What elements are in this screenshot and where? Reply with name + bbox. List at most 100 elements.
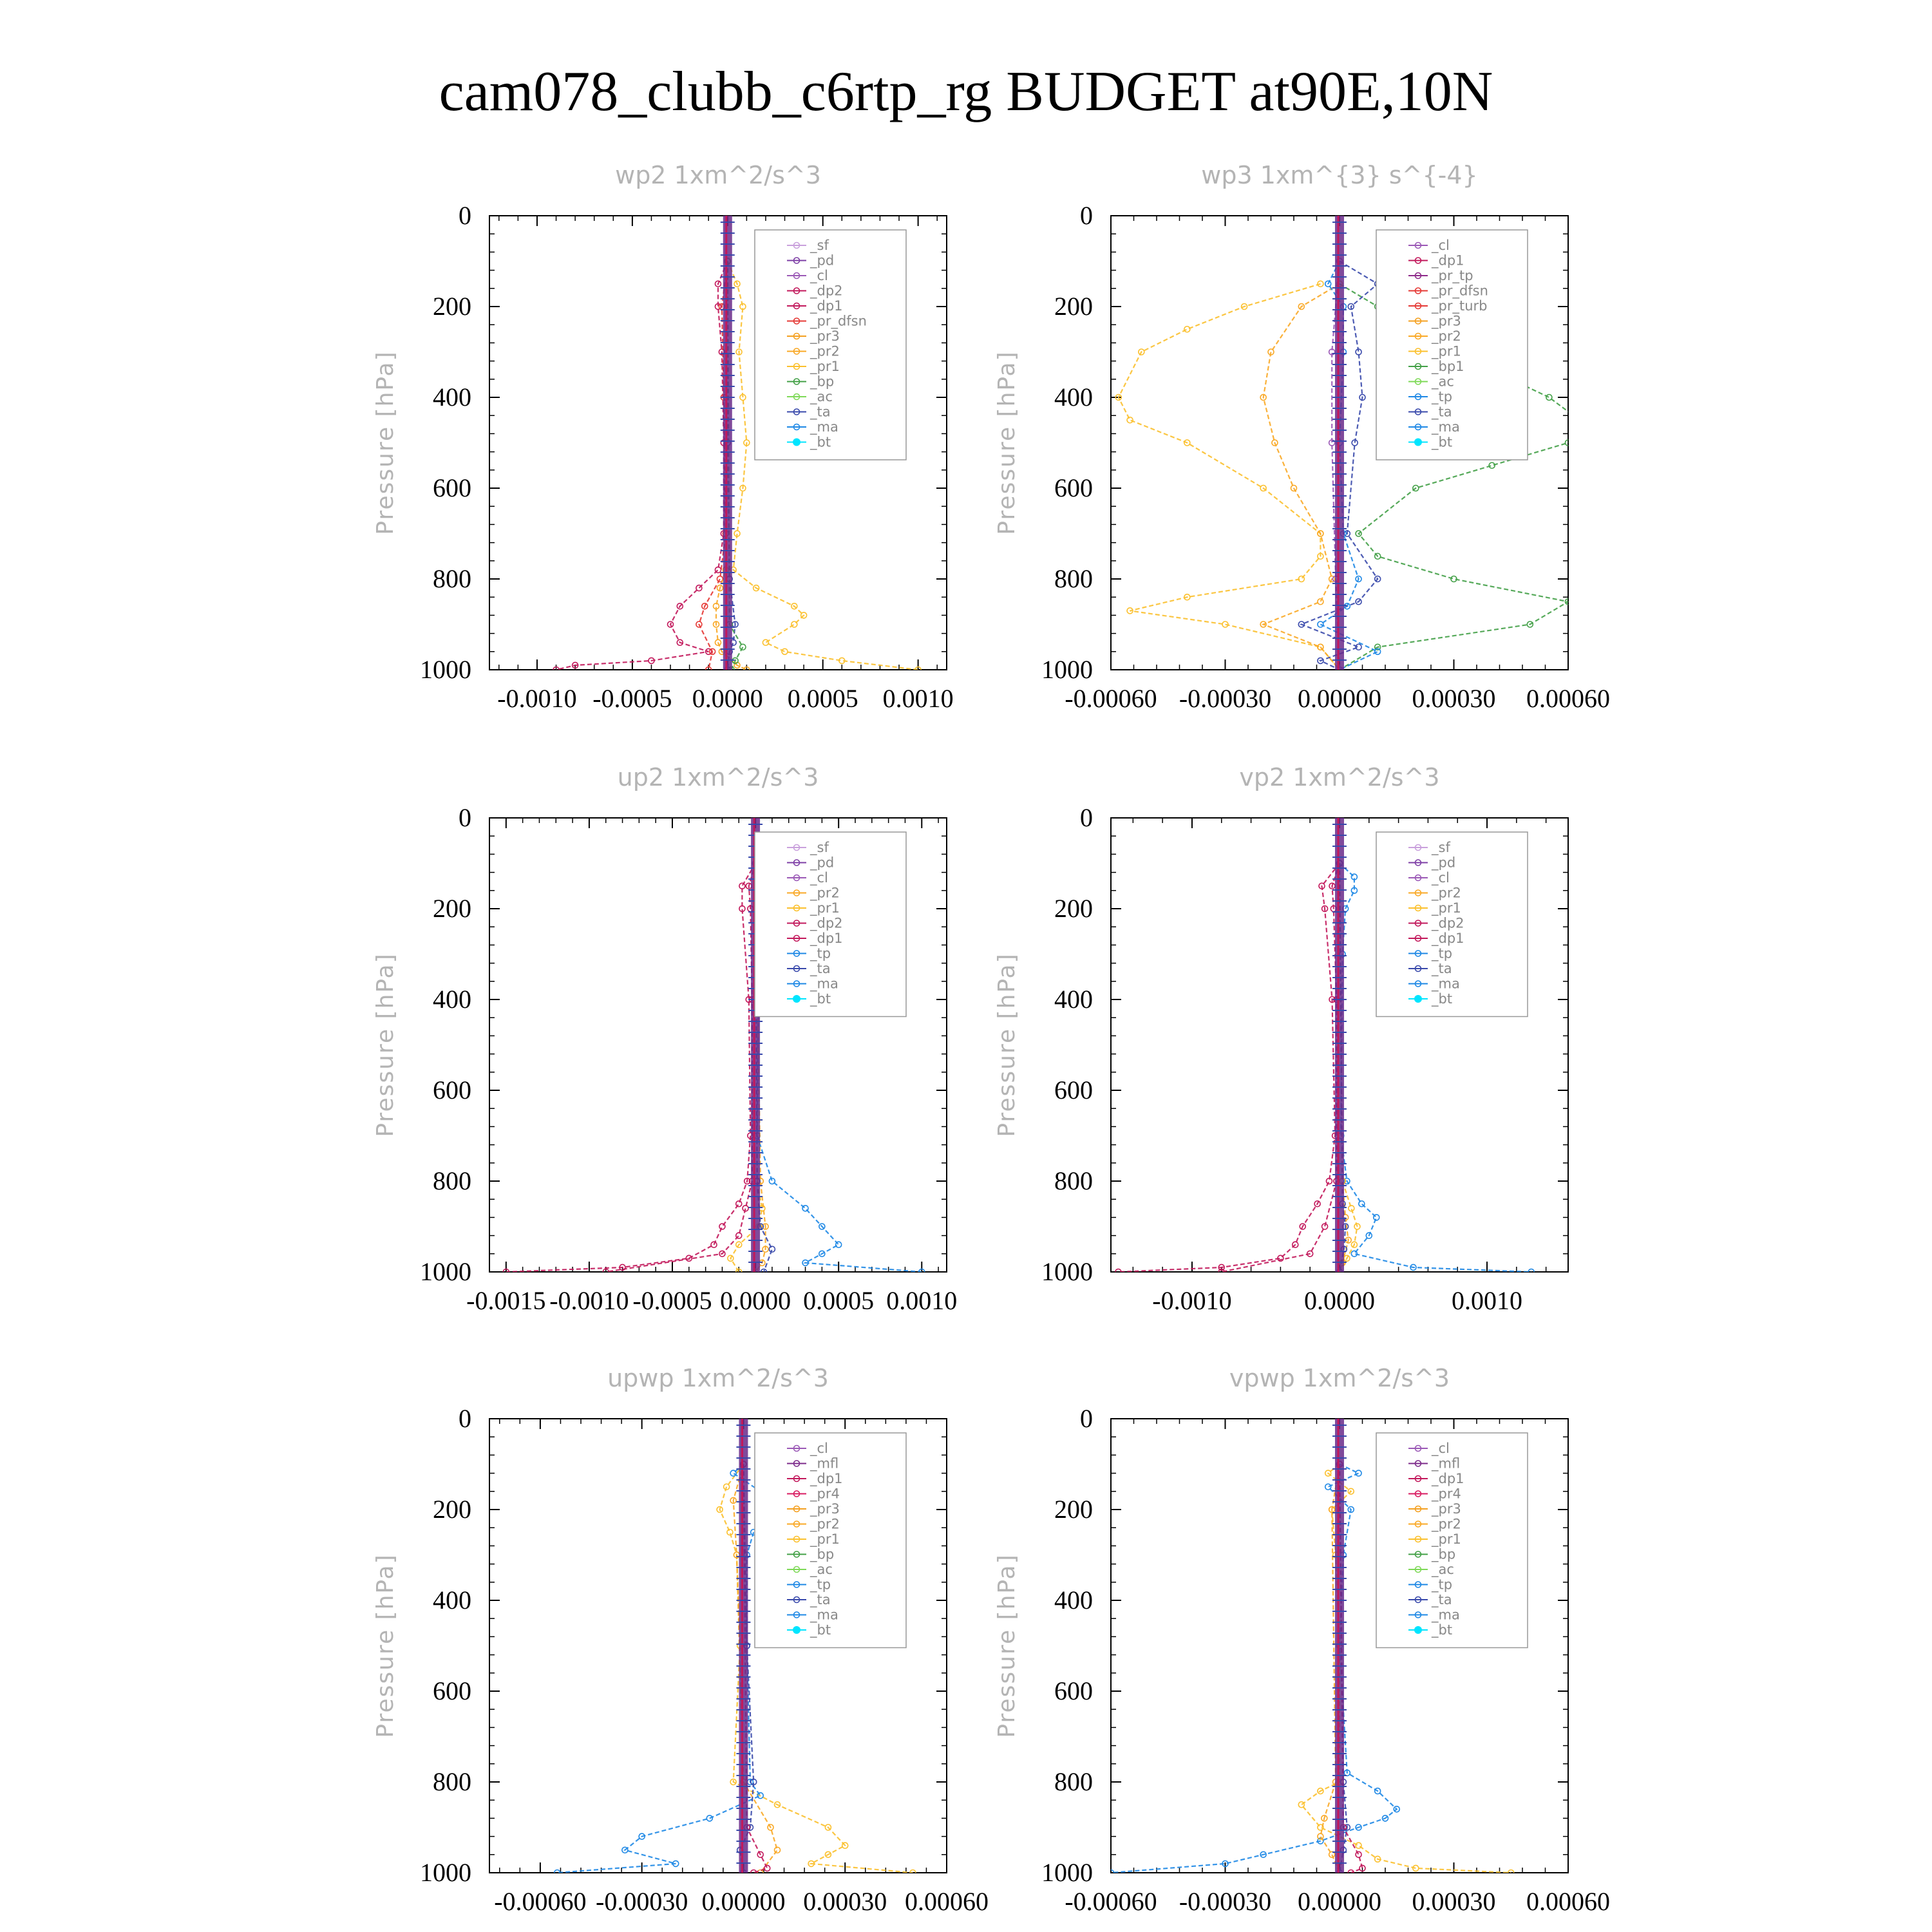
x-tick-label: -0.0010 xyxy=(1152,1286,1231,1315)
legend-label: _pr_turb xyxy=(1431,298,1487,314)
y-axis-label: Pressure [hPa] xyxy=(994,350,1020,535)
x-tick-label: 0.0010 xyxy=(1452,1286,1522,1315)
legend-marker xyxy=(793,874,800,882)
series-line-bp1 xyxy=(1339,283,1568,670)
data-point-dp2 xyxy=(676,639,684,647)
y-tick-label: 400 xyxy=(433,383,471,412)
x-tick-label: -0.0010 xyxy=(549,1286,629,1315)
y-tick-label: 0 xyxy=(459,803,471,832)
legend-marker xyxy=(1414,1535,1422,1543)
subplot-title: vpwp 1xm^2/s^3 xyxy=(1229,1364,1450,1392)
legend-label: _cl xyxy=(1431,870,1450,886)
data-point-cl xyxy=(1328,348,1336,355)
legend-label: _dp1 xyxy=(810,298,843,314)
legend-label: _dp1 xyxy=(1431,1471,1464,1487)
data-point-pr1 xyxy=(734,530,741,537)
series-line-pr2 xyxy=(1320,1464,1341,1873)
legend-marker xyxy=(1414,1475,1422,1482)
legend-label: _ac xyxy=(1431,374,1454,390)
data-point-dp2 xyxy=(571,661,579,669)
series-line-tp xyxy=(755,862,922,1272)
data-point-pr1 xyxy=(1354,1223,1361,1230)
data-point-tp xyxy=(757,1792,764,1799)
legend-marker xyxy=(1414,423,1422,431)
x-tick-label: -0.0015 xyxy=(466,1286,545,1315)
data-point-ta xyxy=(1298,621,1305,628)
data-point-tp xyxy=(621,1846,629,1854)
data-point-tp xyxy=(1393,1806,1401,1813)
legend-marker xyxy=(1414,1626,1422,1634)
y-tick-label: 0 xyxy=(459,201,471,230)
data-point-dp1 xyxy=(619,1264,626,1271)
data-point-tp xyxy=(706,1815,714,1822)
series-line-pr1 xyxy=(1300,1463,1511,1873)
data-point-tp xyxy=(835,1241,842,1248)
series-line-ta xyxy=(1299,260,1379,670)
legend-marker xyxy=(1414,980,1422,987)
data-point-pr2 xyxy=(762,1245,769,1253)
legend-marker xyxy=(1414,332,1422,340)
data-point-pr1 xyxy=(1222,621,1229,628)
legend-label: _pr_tp xyxy=(1431,268,1473,284)
legend-label: _pr2 xyxy=(810,886,840,902)
y-tick-label: 400 xyxy=(1054,985,1093,1014)
legend-label: _ma xyxy=(1431,1607,1460,1624)
data-point-tp xyxy=(1365,1232,1373,1239)
data-point-pr1 xyxy=(781,648,788,656)
data-point-pr1 xyxy=(841,1842,849,1849)
legend-label: _tp xyxy=(810,946,831,962)
legend-box xyxy=(1376,229,1528,460)
data-point-dp1 xyxy=(1359,1864,1366,1872)
data-point-dp1 xyxy=(743,1177,751,1185)
legend-label: _pr1 xyxy=(810,359,840,375)
data-point-tp xyxy=(1343,1769,1351,1777)
zero-term-band xyxy=(1335,818,1344,1272)
data-point-bp1 xyxy=(1488,462,1495,469)
data-point-ta xyxy=(1317,657,1324,665)
legend-label: _pr_dfsn xyxy=(810,314,867,330)
legend-label: _pr3 xyxy=(1431,1501,1461,1517)
legend-marker xyxy=(1414,1581,1422,1588)
legend-label: _pr2 xyxy=(1431,1517,1461,1533)
legend-label: _ma xyxy=(810,419,838,435)
data-point-pr1 xyxy=(1350,1241,1358,1248)
legend-marker xyxy=(793,242,800,249)
legend-marker xyxy=(1414,1566,1422,1573)
legend-marker xyxy=(793,257,800,264)
data-point-tp xyxy=(918,1268,925,1272)
data-point-pr_dfsn xyxy=(708,648,716,656)
data-point-pr1 xyxy=(1507,1869,1515,1873)
zero-term-band xyxy=(1335,1419,1344,1873)
legend-marker xyxy=(1414,257,1422,264)
plot-frame xyxy=(489,215,947,670)
legend-label: _cl xyxy=(1431,238,1450,254)
legend-marker xyxy=(793,980,800,987)
data-point-dp2 xyxy=(1306,1250,1314,1258)
legend-label: _dp1 xyxy=(810,1471,843,1487)
legend-marker xyxy=(793,287,800,294)
data-point-ta xyxy=(1347,303,1355,310)
legend-label: _ta xyxy=(1431,1592,1452,1608)
x-tick-label: 0.0010 xyxy=(886,1286,957,1315)
y-tick-label: 600 xyxy=(1054,1676,1093,1705)
data-point-bp1 xyxy=(1526,621,1534,628)
data-point-pr1 xyxy=(800,612,808,619)
data-point-dp1 xyxy=(1347,1869,1355,1873)
data-point-pr2 xyxy=(1317,1833,1324,1840)
legend-marker xyxy=(1414,904,1422,912)
data-point-pr1 xyxy=(1115,393,1122,401)
data-point-tp xyxy=(819,1223,826,1230)
data-point-pr1 xyxy=(791,621,798,628)
y-axis-label: Pressure [hPa] xyxy=(372,952,399,1137)
series-group xyxy=(553,1419,916,1873)
zero-term-band xyxy=(739,1419,748,1873)
legend-label: _bp xyxy=(810,374,834,390)
data-point-bp1 xyxy=(1546,393,1553,401)
legend-marker xyxy=(793,348,800,355)
x-tick-label: 0.0000 xyxy=(692,684,763,713)
x-tick-label: -0.0005 xyxy=(592,684,672,713)
data-point-dp2 xyxy=(696,584,703,592)
x-tick-label: 0.0005 xyxy=(803,1286,874,1315)
subplot-title: wp2 1xm^2/s^3 xyxy=(615,161,821,189)
series-line-tp xyxy=(1339,862,1531,1272)
